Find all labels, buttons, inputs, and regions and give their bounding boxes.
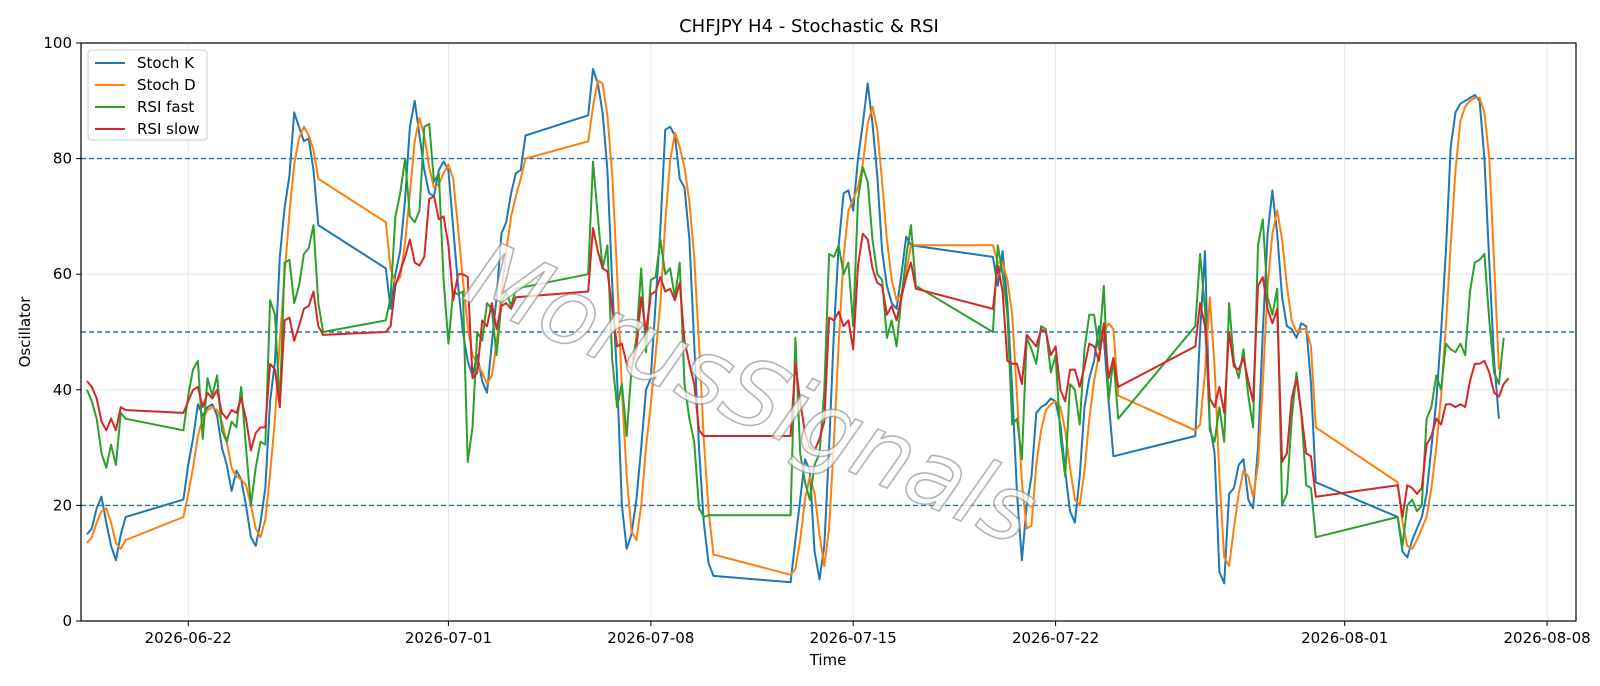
x-tick-label: 2026-07-08 bbox=[607, 629, 694, 647]
plot-frame bbox=[80, 42, 1577, 622]
series-line-rsi-fast bbox=[86, 122, 1505, 547]
legend-label-rsi-fast: RSI fast bbox=[137, 98, 194, 116]
legend-box bbox=[87, 49, 208, 141]
series-line-rsi-slow bbox=[86, 195, 1510, 518]
x-tick-label: 2026-07-01 bbox=[405, 629, 492, 647]
legend-label-rsi-slow: RSI slow bbox=[137, 120, 200, 138]
y-tick-label: 40 bbox=[53, 381, 72, 399]
series-line-stoch-d bbox=[86, 79, 1500, 576]
y-tick-label: 0 bbox=[62, 612, 72, 630]
x-tick-label: 2026-08-08 bbox=[1503, 629, 1590, 647]
series-lines bbox=[86, 68, 1510, 585]
legend-label-stoch-d: Stoch D bbox=[137, 76, 196, 94]
x-tick-label: 2026-07-15 bbox=[810, 629, 897, 647]
x-tick-label: 2026-08-01 bbox=[1301, 629, 1388, 647]
x-axis-label: Time bbox=[809, 651, 847, 669]
x-tick-label: 2026-07-22 bbox=[1012, 629, 1099, 647]
chart-title: CHFJPY H4 - Stochastic & RSI bbox=[679, 16, 939, 37]
y-axis: 0 20 40 60 80 100 bbox=[43, 34, 81, 630]
y-tick-label: 60 bbox=[53, 265, 72, 283]
legend-label-stoch-k: Stoch K bbox=[137, 54, 195, 72]
y-tick-label: 80 bbox=[53, 150, 72, 168]
y-tick-label: 100 bbox=[43, 34, 72, 52]
legend: Stoch K Stoch D RSI fast RSI slow bbox=[87, 49, 208, 141]
x-axis: 2026-06-22 2026-07-01 2026-07-08 2026-07-15… bbox=[145, 621, 1591, 647]
y-axis-label: Oscillator bbox=[16, 296, 34, 368]
x-tick-label: 2026-06-22 bbox=[145, 629, 232, 647]
y-tick-label: 20 bbox=[53, 496, 72, 514]
